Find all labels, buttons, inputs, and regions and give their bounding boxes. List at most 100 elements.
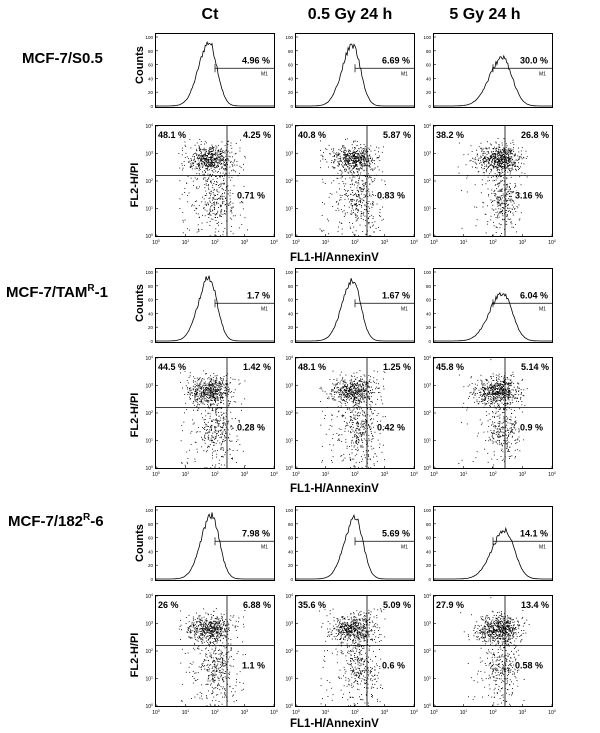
event-dot xyxy=(354,161,356,163)
event-dot xyxy=(354,157,356,159)
event-dot xyxy=(505,212,507,213)
event-dot xyxy=(364,157,366,158)
event-dot xyxy=(178,153,180,154)
event-dot xyxy=(217,400,219,401)
event-dot xyxy=(229,189,231,191)
event-dot xyxy=(212,163,213,165)
event-dot xyxy=(204,158,206,159)
event-dot xyxy=(350,384,352,385)
event-dot xyxy=(327,397,328,399)
event-dot xyxy=(508,168,510,170)
event-dot xyxy=(379,160,381,161)
event-dot xyxy=(216,387,218,389)
event-dot xyxy=(329,193,331,194)
event-dot xyxy=(513,386,515,388)
event-dot xyxy=(204,143,205,145)
event-dot xyxy=(497,214,499,216)
quadrant-percentage-lr: 0.83 % xyxy=(377,190,405,200)
event-dot xyxy=(223,180,224,181)
event-dot xyxy=(340,398,342,400)
event-dot xyxy=(209,208,211,210)
event-dot xyxy=(365,194,367,196)
event-dot xyxy=(509,161,511,163)
event-dot xyxy=(344,157,346,159)
event-dot xyxy=(205,399,207,401)
event-dot xyxy=(490,154,492,156)
event-dot xyxy=(360,378,362,380)
event-dot xyxy=(363,396,365,398)
event-dot xyxy=(501,152,503,154)
event-dot xyxy=(363,420,365,422)
event-dot xyxy=(229,449,231,451)
event-dot xyxy=(220,182,222,184)
event-dot xyxy=(222,448,224,450)
event-dot xyxy=(383,385,384,387)
event-dot xyxy=(212,392,214,394)
event-dot xyxy=(372,202,373,204)
event-dot xyxy=(348,396,350,398)
event-dot xyxy=(211,161,213,163)
y-tick-label: 20 xyxy=(288,325,294,330)
event-dot xyxy=(196,406,198,407)
event-dot xyxy=(219,157,220,159)
event-dot xyxy=(197,392,199,394)
event-dot xyxy=(499,204,501,206)
event-dot xyxy=(362,155,364,156)
event-dot xyxy=(359,415,361,416)
event-dot xyxy=(357,425,359,427)
event-dot xyxy=(364,164,366,166)
event-dot xyxy=(197,384,198,386)
event-dot xyxy=(506,214,508,216)
event-dot xyxy=(371,386,372,388)
event-dot xyxy=(233,392,235,393)
event-dot xyxy=(368,375,370,376)
event-dot xyxy=(221,151,223,152)
event-dot xyxy=(362,188,364,190)
event-dot xyxy=(208,385,210,386)
event-dot xyxy=(223,423,225,425)
event-dot xyxy=(350,390,352,392)
event-dot xyxy=(501,159,502,160)
event-dot xyxy=(204,163,206,165)
event-dot xyxy=(508,161,509,162)
event-dot xyxy=(217,430,219,432)
event-dot xyxy=(334,394,336,395)
event-dot xyxy=(508,204,509,206)
event-dot xyxy=(360,213,362,214)
event-dot xyxy=(491,189,493,191)
event-dot xyxy=(218,395,220,396)
event-dot xyxy=(362,395,364,397)
event-dot xyxy=(225,204,227,205)
event-dot xyxy=(364,394,366,396)
event-dot xyxy=(345,147,346,149)
y-tick-label: 103 xyxy=(145,151,153,158)
event-dot xyxy=(361,148,363,150)
event-dot xyxy=(363,438,365,440)
event-dot xyxy=(352,209,354,211)
event-dot xyxy=(491,192,493,194)
event-dot xyxy=(345,195,347,196)
event-dot xyxy=(194,381,196,383)
event-dot xyxy=(233,170,235,172)
event-dot xyxy=(212,154,214,156)
event-dot xyxy=(363,148,365,149)
event-dot xyxy=(213,193,215,195)
event-dot xyxy=(216,393,218,395)
event-dot xyxy=(373,447,375,449)
event-dot xyxy=(503,207,505,209)
event-dot xyxy=(351,458,353,460)
event-dot xyxy=(212,161,213,163)
event-dot xyxy=(200,159,201,161)
event-dot xyxy=(492,159,493,160)
event-dot xyxy=(339,155,341,157)
event-dot xyxy=(207,404,209,405)
event-dot xyxy=(360,401,362,402)
event-dot xyxy=(351,375,352,377)
event-dot xyxy=(343,154,344,156)
event-dot xyxy=(226,432,228,434)
event-dot xyxy=(320,140,321,142)
event-dot xyxy=(356,385,358,386)
x-tick-label: 102 xyxy=(351,471,359,478)
event-dot xyxy=(217,440,219,442)
event-dot xyxy=(222,455,224,457)
